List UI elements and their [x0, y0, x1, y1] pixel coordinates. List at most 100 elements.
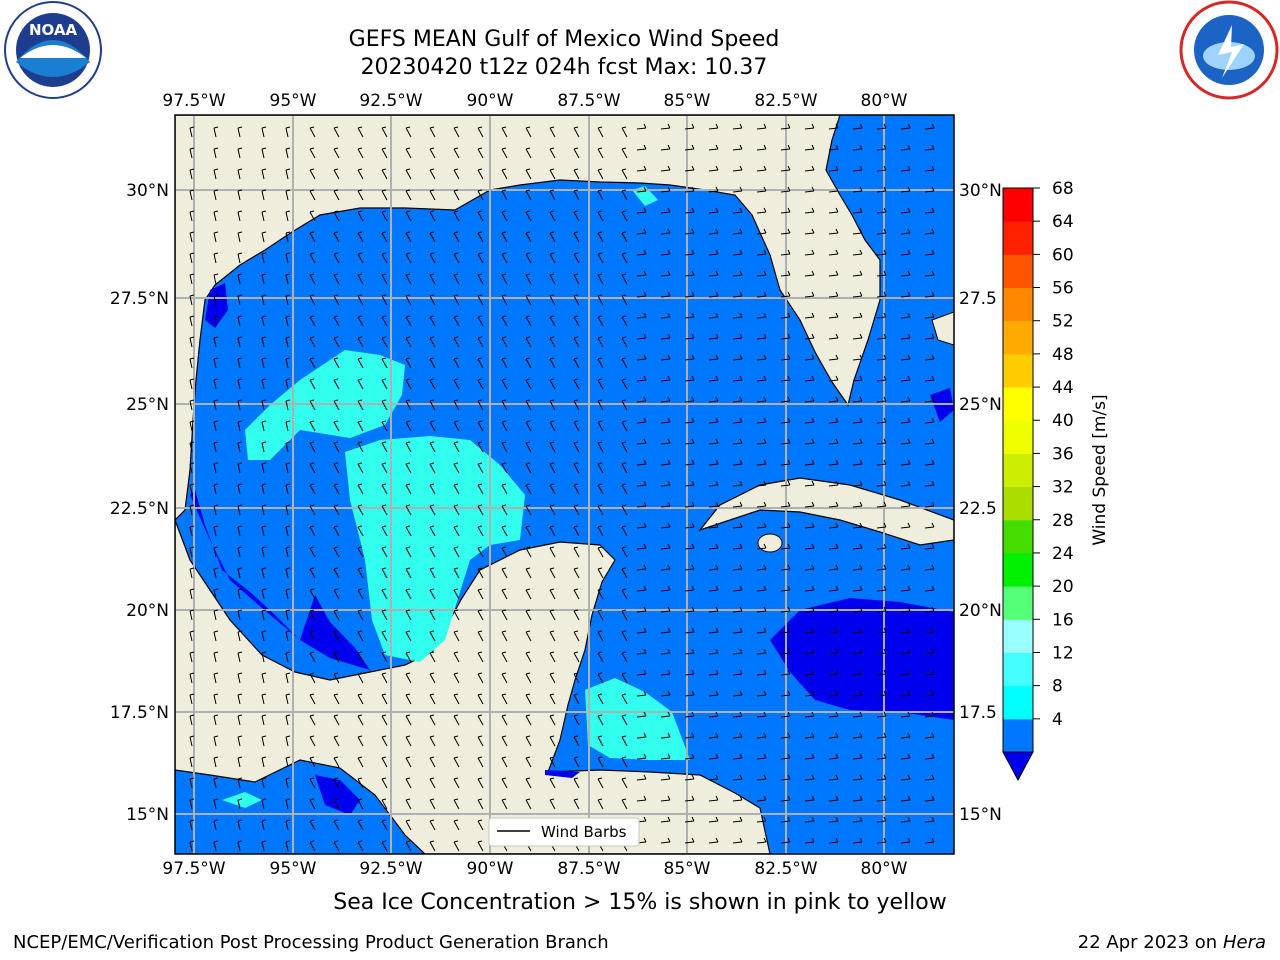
wind-barb — [285, 253, 289, 264]
wind-barb-flag — [597, 756, 603, 759]
wind-barb — [660, 127, 671, 130]
wind-barb — [189, 358, 193, 369]
wind-barb-flag — [573, 126, 579, 129]
wind-barb — [429, 631, 436, 642]
wind-barb-flag — [477, 462, 483, 465]
wind-barb — [780, 274, 791, 277]
wind-barb-flag — [883, 396, 887, 402]
wind-barb — [453, 736, 460, 747]
wind-barb — [405, 631, 412, 642]
wind-barb — [357, 295, 364, 306]
wind-barb-flag — [835, 711, 839, 717]
wind-barb-flag — [811, 333, 815, 339]
wind-barb-flag — [907, 753, 911, 759]
wind-barb-flag — [643, 312, 647, 318]
wind-barb — [549, 694, 556, 705]
wind-barb — [453, 148, 460, 159]
wind-barb — [804, 148, 815, 151]
wind-barb-flag — [643, 354, 647, 360]
wind-barb — [660, 820, 671, 823]
wind-barb-flag — [787, 816, 791, 822]
wind-barb — [732, 526, 743, 529]
wind-barb — [237, 442, 241, 453]
wind-barb-flag — [285, 567, 291, 570]
wind-barb — [597, 715, 604, 726]
wind-barb-flag — [357, 147, 363, 150]
wind-barb-flag — [621, 735, 627, 738]
wind-barb-flag — [477, 735, 483, 738]
wind-barb — [708, 589, 719, 592]
wind-barb — [453, 295, 460, 306]
wind-barb — [636, 484, 647, 487]
wind-barb — [501, 400, 508, 411]
wind-barb — [453, 610, 460, 621]
wind-barb — [684, 841, 695, 844]
wind-barb — [261, 442, 265, 453]
wind-barb-flag — [691, 459, 695, 465]
wind-barb-flag — [549, 714, 555, 717]
wind-barb — [597, 757, 604, 768]
wind-barb-flag — [643, 375, 647, 381]
wind-barb — [429, 547, 436, 558]
wind-barb — [708, 211, 719, 214]
wind-barb-flag — [811, 249, 815, 255]
wind-barb-flag — [859, 354, 863, 360]
wind-barb — [660, 589, 671, 592]
wind-barb — [621, 127, 628, 138]
wind-barb-flag — [477, 630, 483, 633]
wind-barb-flag — [381, 714, 387, 717]
wind-barb-flag — [883, 795, 887, 801]
wind-barb-flag — [453, 630, 459, 633]
wind-barb — [381, 736, 388, 747]
wind-barb — [453, 631, 460, 642]
wind-barb — [357, 316, 364, 327]
colorbar-segment — [1003, 685, 1033, 720]
wind-barb — [333, 568, 340, 579]
wind-barb-flag — [859, 606, 863, 612]
wind-barb — [756, 169, 767, 172]
wind-barb-flag — [573, 504, 579, 507]
wind-barb-flag — [931, 354, 935, 360]
wind-barb-flag — [453, 231, 459, 234]
wind-barb-flag — [763, 375, 767, 381]
wind-barb-flag — [477, 399, 483, 402]
wind-barb — [381, 421, 388, 432]
wind-barb — [477, 841, 484, 852]
wind-barb-flag — [213, 441, 219, 444]
wind-barb — [261, 799, 265, 810]
wind-barb-flag — [429, 777, 435, 780]
wind-barb-flag — [739, 543, 743, 549]
lon-label: 80°W — [861, 91, 908, 111]
wind-barb — [573, 211, 580, 222]
wind-barb — [549, 526, 556, 537]
wind-barb — [828, 547, 839, 550]
wind-barb — [525, 757, 532, 768]
wind-barb — [732, 841, 743, 844]
wind-barb — [429, 442, 436, 453]
wind-barb-flag — [667, 627, 671, 633]
wind-barb-flag — [597, 483, 603, 486]
map-subtitle: 20230420 t12z 024h fcst Max: 10.37 — [360, 55, 768, 80]
wind-barb-flag — [883, 564, 887, 570]
wind-barb — [876, 127, 887, 130]
wind-barb — [309, 148, 316, 159]
wind-barb — [309, 211, 316, 222]
wind-barb — [660, 610, 671, 613]
wind-barb — [381, 715, 388, 726]
wind-barb-flag — [453, 336, 459, 339]
wind-barb — [549, 169, 556, 180]
wind-barb-flag — [621, 441, 627, 444]
lon-label: 85°W — [664, 91, 711, 111]
wind-barb — [852, 610, 863, 613]
wind-barb — [732, 631, 743, 634]
wind-barb — [453, 316, 460, 327]
wind-barb-flag — [573, 483, 579, 486]
wind-barb — [756, 337, 767, 340]
wind-barb-flag — [667, 333, 671, 339]
wind-barb — [597, 316, 604, 327]
wind-barb-flag — [261, 567, 267, 570]
wind-barb — [453, 799, 460, 810]
wind-barb-flag — [477, 840, 483, 843]
wind-barb — [285, 547, 289, 558]
wind-barb-flag — [477, 777, 483, 780]
